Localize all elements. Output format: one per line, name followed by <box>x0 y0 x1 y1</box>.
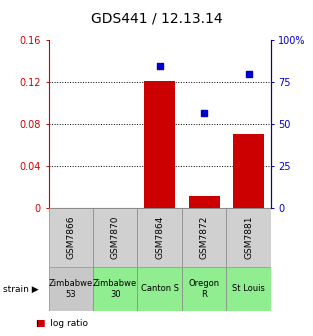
Bar <box>226 208 271 267</box>
Text: GSM7864: GSM7864 <box>155 216 164 259</box>
Bar <box>226 267 271 311</box>
Bar <box>188 196 220 208</box>
Bar <box>144 81 175 208</box>
Text: ■  log ratio: ■ log ratio <box>36 319 88 328</box>
Text: Zimbabwe
53: Zimbabwe 53 <box>49 279 93 299</box>
Bar <box>49 208 93 267</box>
Bar <box>137 208 182 267</box>
Point <box>157 63 162 68</box>
Text: GDS441 / 12.13.14: GDS441 / 12.13.14 <box>91 12 222 26</box>
Text: ■: ■ <box>36 319 44 328</box>
Text: GSM7881: GSM7881 <box>244 216 253 259</box>
Bar <box>182 267 226 311</box>
Text: strain ▶: strain ▶ <box>3 285 39 293</box>
Text: Zimbabwe
30: Zimbabwe 30 <box>93 279 137 299</box>
Bar <box>49 267 93 311</box>
Text: Canton S: Canton S <box>141 285 179 293</box>
Text: GSM7866: GSM7866 <box>66 216 75 259</box>
Point <box>246 71 251 77</box>
Text: GSM7872: GSM7872 <box>200 216 208 259</box>
Bar <box>182 208 226 267</box>
Bar <box>233 134 264 208</box>
Text: GSM7870: GSM7870 <box>111 216 120 259</box>
Bar <box>137 267 182 311</box>
Bar <box>93 208 137 267</box>
Text: St Louis: St Louis <box>232 285 265 293</box>
Point <box>202 110 207 115</box>
Bar <box>93 267 137 311</box>
Text: Oregon
R: Oregon R <box>188 279 220 299</box>
